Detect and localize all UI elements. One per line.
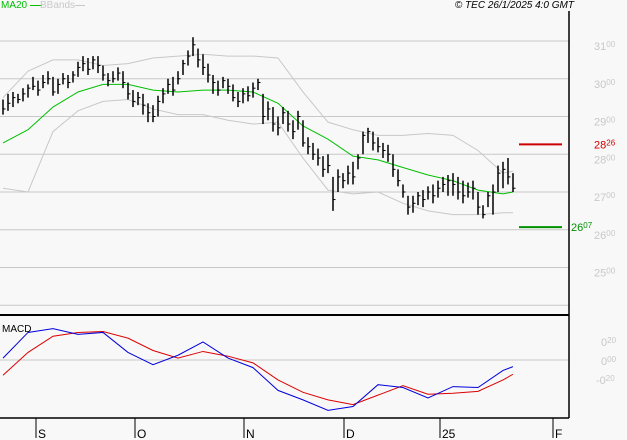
resistance-label: 2826: [594, 138, 616, 151]
legend-ma20: MA20: [1, 0, 42, 11]
macd-y-tick-label: 000: [601, 355, 617, 368]
macd-y-tick-label: 020: [601, 336, 617, 349]
x-tick-label: N: [246, 427, 255, 440]
bband-lower-line: [2, 99, 513, 216]
bband-upper-line: [2, 53, 514, 174]
y-tick-label: 2500: [594, 267, 616, 280]
copyright: © TEC 26/1/2025 4:0 GMT: [454, 0, 574, 11]
y-tick-label: 2600: [594, 229, 616, 242]
x-tick-label: D: [346, 427, 355, 440]
y-tick-label: 2900: [594, 116, 616, 129]
legend-bbands-label: BBands: [40, 0, 76, 11]
legend-bbands: BBands: [40, 0, 86, 11]
macd-signal-line: [2, 330, 514, 406]
support-label: 2607: [571, 221, 593, 234]
y-tick-label: 2700: [594, 191, 616, 204]
x-tick-label: 25: [442, 427, 456, 440]
legend-ma20-swatch: [29, 4, 42, 6]
y-tick-label: 3000: [594, 78, 616, 91]
legend-ma20-label: MA20: [1, 0, 28, 11]
macd-title: MACD: [2, 324, 31, 335]
x-tick-label: S: [38, 427, 46, 440]
y-tick-label: 3100: [594, 40, 616, 53]
x-tick-label: F: [555, 427, 562, 440]
x-tick-label: O: [137, 427, 146, 440]
legend-bbands-swatch: [75, 4, 86, 6]
ma20-line: [2, 83, 514, 195]
y-tick-label: 2800: [594, 153, 616, 166]
macd-y-tick-label: -020: [596, 374, 615, 387]
macd-line: [2, 328, 514, 411]
